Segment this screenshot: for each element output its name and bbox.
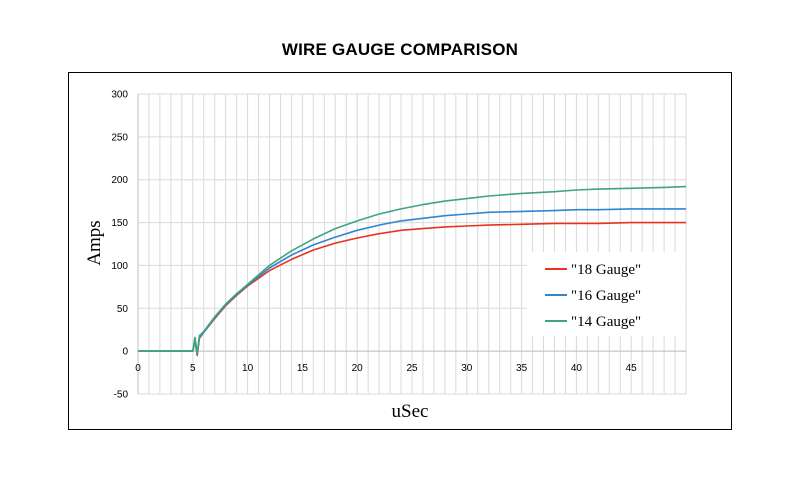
- y-axis-label: Amps: [84, 220, 105, 265]
- x-axis-label: uSec: [392, 401, 429, 422]
- x-tick-label: 5: [190, 363, 196, 374]
- legend-label-2: "16 Gauge": [571, 288, 641, 304]
- series-line-3: [138, 185, 687, 355]
- x-tick-label: 15: [297, 363, 309, 374]
- y-tick-label: 150: [111, 218, 128, 229]
- x-tick-label: 35: [516, 363, 528, 374]
- y-tick-label: -50: [114, 390, 129, 401]
- legend-label-3: "14 Gauge": [571, 314, 641, 330]
- series-line-2: [138, 208, 686, 356]
- chart-title: WIRE GAUGE COMPARISON: [281, 40, 519, 59]
- chart-frame: [68, 72, 732, 430]
- legend-label-1: "18 Gauge": [571, 262, 641, 278]
- axes: [137, 94, 686, 394]
- x-tick-label: 40: [571, 363, 583, 374]
- x-tick-label: 25: [406, 363, 418, 374]
- y-tick-label: 200: [111, 175, 128, 186]
- legend: "18 Gauge" "16 Gauge" "14 Gauge": [527, 252, 685, 336]
- y-tick-label: 100: [111, 261, 128, 272]
- x-tick-label: 45: [626, 363, 638, 374]
- tick-labels: -50 0 50 100 150 200 250 300 0 5 10 15 20 25 30 35 40 45: [111, 90, 637, 401]
- grid: [137, 93, 687, 395]
- y-tick-label: 0: [122, 347, 128, 358]
- y-tick-label: 250: [111, 132, 128, 143]
- x-tick-label: 0: [135, 363, 141, 374]
- x-tick-label: 10: [242, 363, 254, 374]
- x-tick-label: 30: [461, 363, 473, 374]
- y-tick-label: 300: [111, 90, 128, 101]
- series-lines: [138, 185, 687, 357]
- y-tick-label: 50: [117, 304, 129, 315]
- x-tick-label: 20: [352, 363, 364, 374]
